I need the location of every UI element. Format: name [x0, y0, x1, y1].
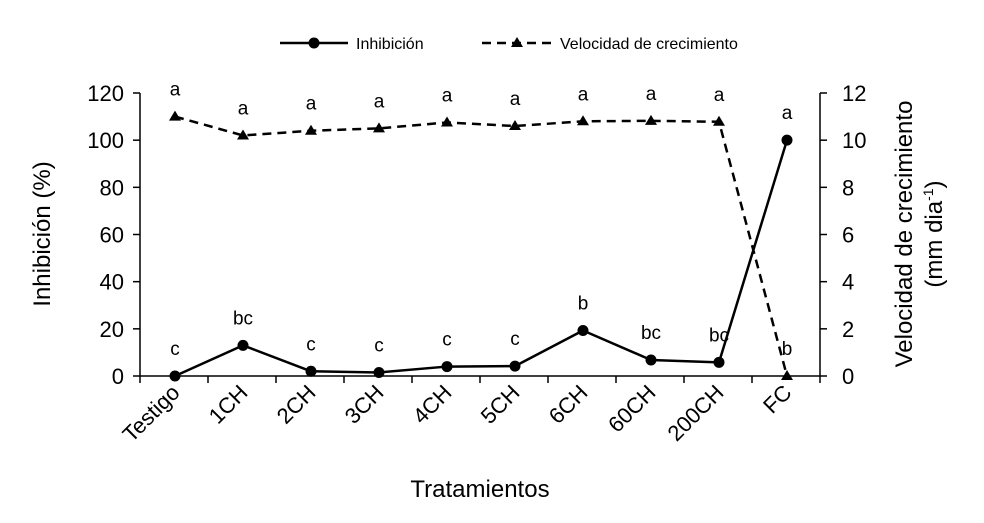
legend-velocidad-marker — [511, 37, 523, 47]
velocidad-point — [441, 116, 453, 127]
legend: Inhibición Velocidad de crecimiento — [280, 36, 738, 53]
significance-label: a — [646, 84, 657, 105]
series-lines — [174, 115, 789, 378]
y2-tick-label: 6 — [842, 223, 854, 248]
left-y-ticks: 0 20 40 60 80 100 120 — [87, 81, 140, 389]
inhibicion-point — [305, 365, 317, 377]
x-tick-label: Testigo — [118, 380, 185, 447]
significance-label: a — [442, 85, 453, 106]
x-axis-label: Tratamientos — [410, 476, 549, 503]
y-tick-label: 0 — [112, 364, 124, 389]
significance-label: a — [782, 103, 793, 124]
series-markers — [169, 110, 793, 382]
y-axis-label: Inhibición (%) — [29, 161, 56, 306]
series-line-inhibicion — [174, 139, 789, 378]
velocidad-point — [509, 120, 521, 131]
velocidad-point — [781, 370, 793, 380]
velocidad-point — [373, 122, 385, 133]
inhibicion-point — [645, 354, 657, 366]
y-tick-label: 40 — [100, 270, 124, 295]
y2-tick-label: 10 — [842, 128, 866, 153]
significance-label: bc — [641, 323, 661, 344]
legend-inhibicion-marker — [308, 37, 320, 49]
x-tick-label: 1CH — [204, 380, 253, 429]
legend-velocidad-label: Velocidad de crecimiento — [560, 36, 738, 53]
inhibicion-point — [373, 366, 385, 378]
significance-label: a — [510, 89, 521, 110]
significance-label: a — [306, 94, 317, 115]
x-tick-label: 4CH — [408, 380, 457, 429]
velocidad-point — [645, 114, 657, 125]
y2-tick-label: 0 — [842, 364, 854, 389]
inhibicion-point — [441, 361, 453, 373]
significance-label: a — [238, 98, 249, 119]
inhibicion-point — [509, 360, 521, 372]
significance-label: b — [782, 339, 793, 360]
inhibicion-point — [169, 370, 181, 382]
velocidad-point — [169, 110, 181, 121]
y2-tick-label: 4 — [842, 270, 854, 295]
y-tick-label: 80 — [100, 175, 124, 200]
velocidad-point — [237, 129, 249, 140]
significance-label: a — [578, 84, 589, 105]
x-tick-label: FC — [758, 380, 796, 418]
significance-label: a — [714, 85, 725, 106]
inhibicion-point — [237, 339, 249, 351]
significance-label: bc — [709, 325, 729, 346]
right-y-ticks: 0 2 4 6 8 10 12 — [820, 81, 866, 389]
x-tick-label: 2CH — [272, 380, 321, 429]
x-tick-label: 3CH — [340, 380, 389, 429]
y-tick-label: 100 — [87, 128, 124, 153]
significance-label: a — [170, 80, 181, 101]
x-tick-label: 6CH — [544, 380, 593, 429]
inhibicion-point — [781, 134, 793, 146]
y2-tick-label: 8 — [842, 175, 854, 200]
significance-label: a — [374, 91, 385, 112]
x-ticks: Testigo 1CH 2CH 3CH 4CH 5CH 6CH 60CH 200CH FC — [118, 376, 821, 447]
significance-label: c — [306, 334, 316, 355]
y-tick-label: 20 — [100, 317, 124, 342]
inhibicion-point — [577, 324, 589, 336]
significance-label: c — [510, 329, 520, 350]
velocidad-point — [305, 124, 317, 135]
x-tick-label: 60CH — [603, 380, 660, 437]
y-tick-label: 120 — [87, 81, 124, 106]
legend-inhibicion-label: Inhibición — [356, 36, 424, 53]
y-tick-label: 60 — [100, 223, 124, 248]
significance-label: b — [578, 293, 589, 314]
y2-tick-label: 2 — [842, 317, 854, 342]
velocidad-point — [577, 115, 589, 126]
x-tick-label: 200CH — [662, 380, 728, 446]
y2-tick-label: 12 — [842, 81, 866, 106]
significance-label: c — [442, 330, 452, 351]
significance-label: c — [374, 335, 384, 356]
velocidad-point — [713, 115, 725, 126]
inhibicion-point — [713, 356, 725, 368]
y2-axis-label-line1: Velocidad de crecimiento — [891, 101, 918, 368]
x-tick-label: 5CH — [476, 380, 525, 429]
point-labels: c bc c c c c b bc bc a a a a a a a a a a b — [170, 80, 793, 360]
significance-label: c — [170, 339, 180, 360]
y2-axis-label-line2: (mm dia-1) — [920, 180, 948, 287]
series-line-velocidad — [174, 115, 789, 377]
significance-label: bc — [233, 308, 253, 329]
